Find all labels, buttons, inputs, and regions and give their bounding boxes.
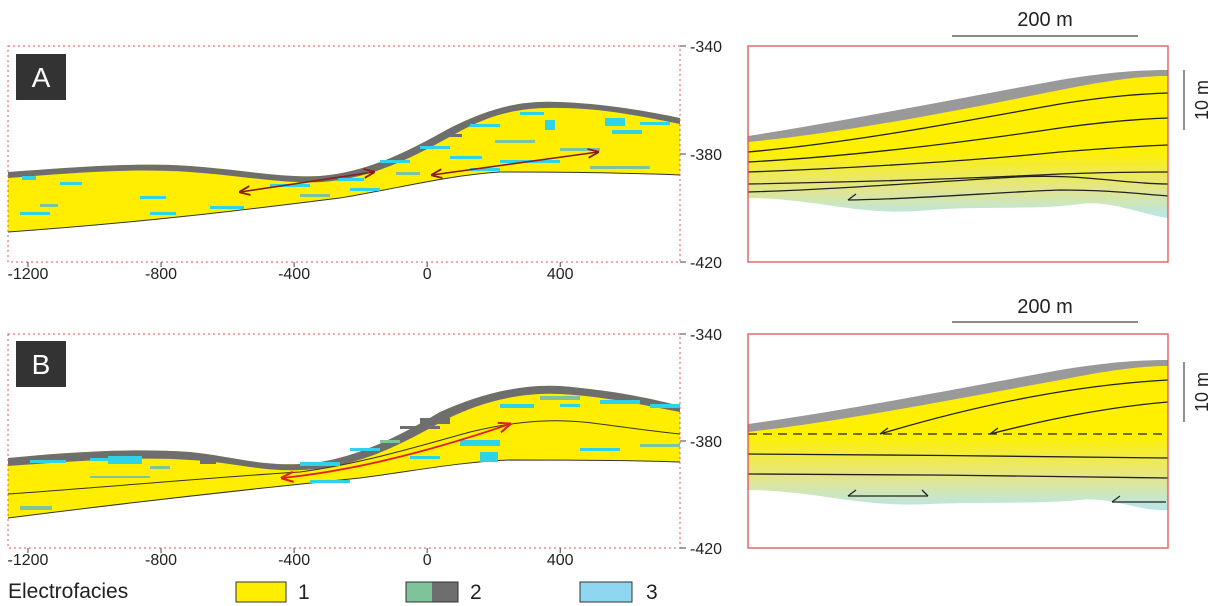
legend-label-1: 1 <box>298 581 310 604</box>
axes: -1200 -800 -400 0 400 -340 -380 -420 -1200 -800 -4… <box>7 39 722 569</box>
schematic-b-layer-2 <box>747 473 1169 479</box>
schematic-b <box>747 360 1169 511</box>
panel-a-x-tick-label: 0 <box>423 266 432 283</box>
panel-a-arrow-left <box>240 172 374 192</box>
schematic-b-tick-5 <box>1111 495 1121 503</box>
schematic-a-layer-1 <box>747 92 1169 153</box>
legend-swatch-2-grey <box>432 582 458 602</box>
panel-b-x-tick-label: 400 <box>547 552 574 569</box>
schematic-b-tick-1 <box>879 427 889 435</box>
panel-a-grey-cap <box>8 101 680 183</box>
panel-b-y-tick-label: -380 <box>690 434 722 451</box>
scale-bar-b-label: 200 m <box>1017 296 1073 318</box>
schematic-a-layer-2 <box>747 117 1169 163</box>
schematic-b-body <box>748 362 1168 511</box>
schematic-b-tick-2 <box>989 427 999 435</box>
schematic-a-onlap-tick <box>847 193 857 201</box>
panel-b-x-tick-label: -800 <box>145 552 177 569</box>
panel-b-label-box: B <box>16 341 66 387</box>
panel-a-y-tick-label: -380 <box>690 147 722 164</box>
schematic-b-clinoform-1 <box>879 379 1169 435</box>
legend-swatch-3 <box>579 581 633 603</box>
schematic-a <box>747 70 1169 218</box>
scale-bar-a: 200 m 10 m <box>952 9 1212 130</box>
panel-a-x-tick-label: -800 <box>145 266 177 283</box>
panel-b-grey-cap <box>8 385 680 471</box>
panel-a-label-box: A <box>16 54 66 100</box>
scale-bar-b: 200 m 10 m <box>952 296 1212 422</box>
schematic-a-layer-3 <box>747 144 1169 173</box>
schematic-a-body <box>748 70 1168 218</box>
panel-b-arrow <box>282 424 510 478</box>
schematic-b-frame <box>747 333 1169 549</box>
panel-b-x-tick-label: -1200 <box>7 552 48 569</box>
panel-a-label: A <box>32 62 51 93</box>
scale-bar-a-vertical-label: 10 m <box>1192 80 1212 120</box>
schematic-a-layer-6 <box>847 189 1169 201</box>
panel-b-y-tick-label: -420 <box>690 541 722 558</box>
schematic-b-clinoform-2 <box>989 401 1169 435</box>
scale-bar-b-vertical-label: 10 m <box>1192 372 1212 412</box>
schematic-b-grey-cap <box>748 360 1168 432</box>
legend-swatch-1 <box>235 581 287 603</box>
schematic-a-layer-4 <box>747 171 1169 185</box>
panel-a-y-tick-label: -420 <box>690 255 722 272</box>
schematic-b-tick-3 <box>847 489 857 497</box>
panel-b-y-tick-label: -340 <box>690 327 722 344</box>
legend: Electrofacies 1 2 3 <box>8 580 658 604</box>
legend-title: Electrofacies <box>8 580 128 603</box>
panel-b-label: B <box>32 349 51 380</box>
legend-label-3: 3 <box>646 581 658 604</box>
panel-a-facies1-body <box>8 101 680 233</box>
legend-swatch-2-green <box>406 582 432 602</box>
schematic-a-grey-cap <box>748 70 1168 142</box>
panel-a-x-tick-label: -1200 <box>7 266 48 283</box>
panel-b-section <box>7 385 681 519</box>
schematic-a-layer-5 <box>747 175 1169 193</box>
panel-a-y-tick-label: -340 <box>690 39 722 56</box>
panel-b-facies1-body <box>8 385 680 518</box>
schematic-b-layer-1 <box>747 453 1169 459</box>
legend-label-2: 2 <box>470 581 482 604</box>
panel-b-x-tick-label: 0 <box>423 552 432 569</box>
scale-bar-a-label: 200 m <box>1017 9 1073 31</box>
panel-a-section <box>7 101 681 233</box>
panel-a-x-tick-label: 400 <box>547 266 574 283</box>
schematic-b-tick-4 <box>921 489 929 497</box>
panel-a-x-tick-label: -400 <box>278 266 310 283</box>
schematic-a-frame <box>747 45 1169 263</box>
panel-b-x-tick-label: -400 <box>278 552 310 569</box>
panel-a-arrow-right <box>432 152 598 175</box>
panel-b-frame <box>7 333 681 549</box>
